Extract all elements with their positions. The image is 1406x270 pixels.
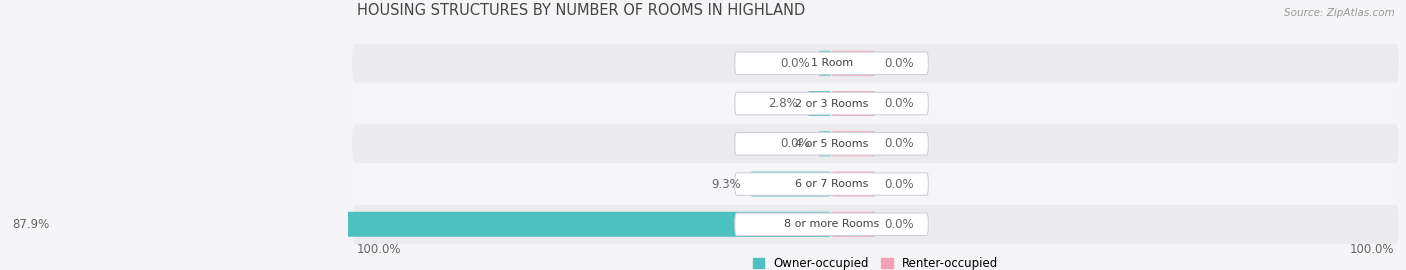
FancyBboxPatch shape	[818, 51, 831, 76]
Text: 0.0%: 0.0%	[884, 57, 914, 70]
FancyBboxPatch shape	[831, 212, 876, 237]
FancyBboxPatch shape	[353, 205, 1399, 244]
Text: Source: ZipAtlas.com: Source: ZipAtlas.com	[1284, 8, 1395, 18]
FancyBboxPatch shape	[735, 52, 928, 75]
Text: 9.3%: 9.3%	[711, 178, 741, 191]
FancyBboxPatch shape	[59, 212, 831, 237]
FancyBboxPatch shape	[353, 124, 1399, 163]
Text: 0.0%: 0.0%	[884, 178, 914, 191]
FancyBboxPatch shape	[353, 44, 1399, 83]
FancyBboxPatch shape	[831, 91, 876, 116]
Text: 8 or more Rooms: 8 or more Rooms	[785, 219, 879, 229]
FancyBboxPatch shape	[749, 171, 831, 197]
FancyBboxPatch shape	[735, 173, 928, 195]
Text: 1 Room: 1 Room	[810, 58, 852, 68]
Text: 100.0%: 100.0%	[1350, 243, 1395, 256]
FancyBboxPatch shape	[831, 131, 876, 156]
FancyBboxPatch shape	[353, 84, 1399, 123]
FancyBboxPatch shape	[831, 171, 876, 197]
Text: 2.8%: 2.8%	[769, 97, 799, 110]
FancyBboxPatch shape	[818, 131, 831, 156]
FancyBboxPatch shape	[353, 165, 1399, 203]
Text: 4 or 5 Rooms: 4 or 5 Rooms	[794, 139, 869, 149]
Text: 0.0%: 0.0%	[884, 218, 914, 231]
FancyBboxPatch shape	[807, 91, 831, 116]
FancyBboxPatch shape	[735, 92, 928, 115]
FancyBboxPatch shape	[735, 133, 928, 155]
Text: 87.9%: 87.9%	[13, 218, 49, 231]
Text: 100.0%: 100.0%	[357, 243, 401, 256]
Text: HOUSING STRUCTURES BY NUMBER OF ROOMS IN HIGHLAND: HOUSING STRUCTURES BY NUMBER OF ROOMS IN…	[357, 3, 804, 18]
Text: 6 or 7 Rooms: 6 or 7 Rooms	[794, 179, 869, 189]
Text: 0.0%: 0.0%	[780, 137, 810, 150]
Text: 0.0%: 0.0%	[884, 137, 914, 150]
Legend: Owner-occupied, Renter-occupied: Owner-occupied, Renter-occupied	[752, 257, 998, 270]
Text: 0.0%: 0.0%	[780, 57, 810, 70]
Text: 2 or 3 Rooms: 2 or 3 Rooms	[794, 99, 869, 109]
Text: 0.0%: 0.0%	[884, 97, 914, 110]
FancyBboxPatch shape	[735, 213, 928, 235]
FancyBboxPatch shape	[831, 51, 876, 76]
